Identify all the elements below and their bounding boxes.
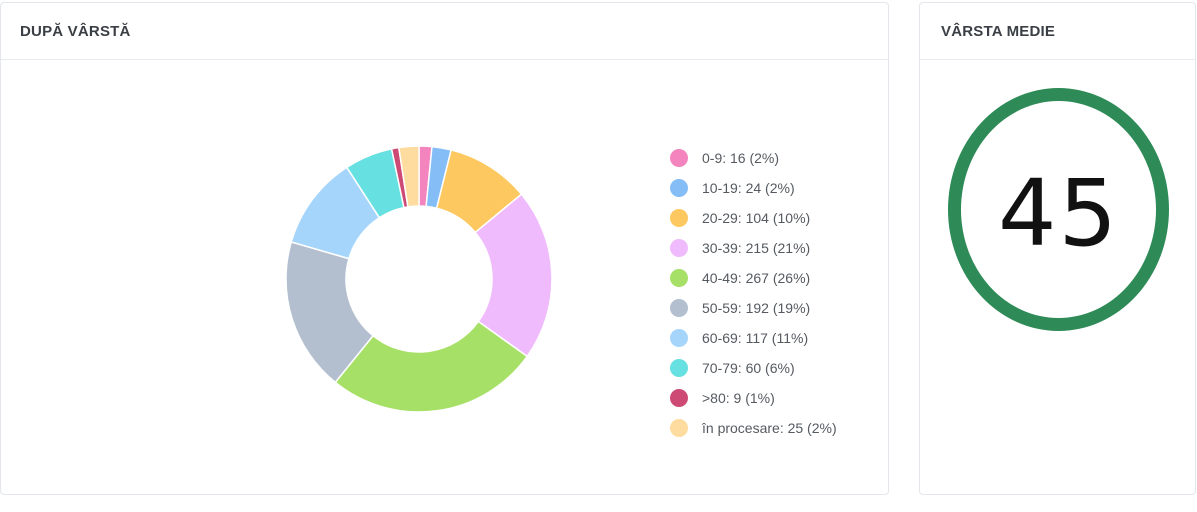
- chart-legend: 0-9: 16 (2%) 10-19: 24 (2%) 20-29: 104 (10…: [670, 143, 837, 443]
- legend-item-0[interactable]: 0-9: 16 (2%): [670, 143, 837, 173]
- donut-svg: [285, 145, 553, 413]
- legend-color-dot: [670, 389, 688, 407]
- average-age-card: VÂRSTA MEDIE 45: [919, 2, 1196, 495]
- age-donut-chart: [283, 143, 555, 415]
- legend-item-3[interactable]: 30-39: 215 (21%): [670, 233, 837, 263]
- legend-item-1[interactable]: 10-19: 24 (2%): [670, 173, 837, 203]
- legend-color-dot: [670, 149, 688, 167]
- legend-color-dot: [670, 209, 688, 227]
- legend-color-dot: [670, 179, 688, 197]
- legend-color-dot: [670, 359, 688, 377]
- legend-label: 10-19: 24 (2%): [702, 180, 795, 196]
- legend-label: 0-9: 16 (2%): [702, 150, 780, 166]
- age-card-title: DUPĂ VÂRSTĂ: [1, 3, 888, 60]
- donut-slice-4[interactable]: [334, 320, 529, 413]
- legend-label: 40-49: 267 (26%): [702, 270, 811, 286]
- legend-label: 20-29: 104 (10%): [702, 210, 811, 226]
- avg-card-title: VÂRSTA MEDIE: [920, 3, 1195, 60]
- legend-item-6[interactable]: 60-69: 117 (11%): [670, 323, 837, 353]
- legend-color-dot: [670, 329, 688, 347]
- legend-item-4[interactable]: 40-49: 267 (26%): [670, 263, 837, 293]
- average-age-ring: 45: [948, 88, 1169, 331]
- age-distribution-card: DUPĂ VÂRSTĂ 0-9: 16 (2%) 10-19: 24 (2%) 20…: [0, 2, 889, 495]
- legend-label: în procesare: 25 (2%): [702, 420, 837, 436]
- legend-label: 50-59: 192 (19%): [702, 300, 811, 316]
- legend-item-9[interactable]: în procesare: 25 (2%): [670, 413, 837, 443]
- legend-item-5[interactable]: 50-59: 192 (19%): [670, 293, 837, 323]
- legend-label: 30-39: 215 (21%): [702, 240, 811, 256]
- legend-item-8[interactable]: >80: 9 (1%): [670, 383, 837, 413]
- legend-label: >80: 9 (1%): [702, 390, 775, 406]
- legend-label: 70-79: 60 (6%): [702, 360, 795, 376]
- legend-item-2[interactable]: 20-29: 104 (10%): [670, 203, 837, 233]
- legend-color-dot: [670, 299, 688, 317]
- donut-slice-3[interactable]: [474, 193, 553, 358]
- donut-slice-9[interactable]: [397, 145, 420, 208]
- legend-item-7[interactable]: 70-79: 60 (6%): [670, 353, 837, 383]
- average-age-value: 45: [997, 160, 1120, 267]
- legend-color-dot: [670, 269, 688, 287]
- legend-color-dot: [670, 419, 688, 437]
- legend-color-dot: [670, 239, 688, 257]
- legend-label: 60-69: 117 (11%): [702, 330, 809, 346]
